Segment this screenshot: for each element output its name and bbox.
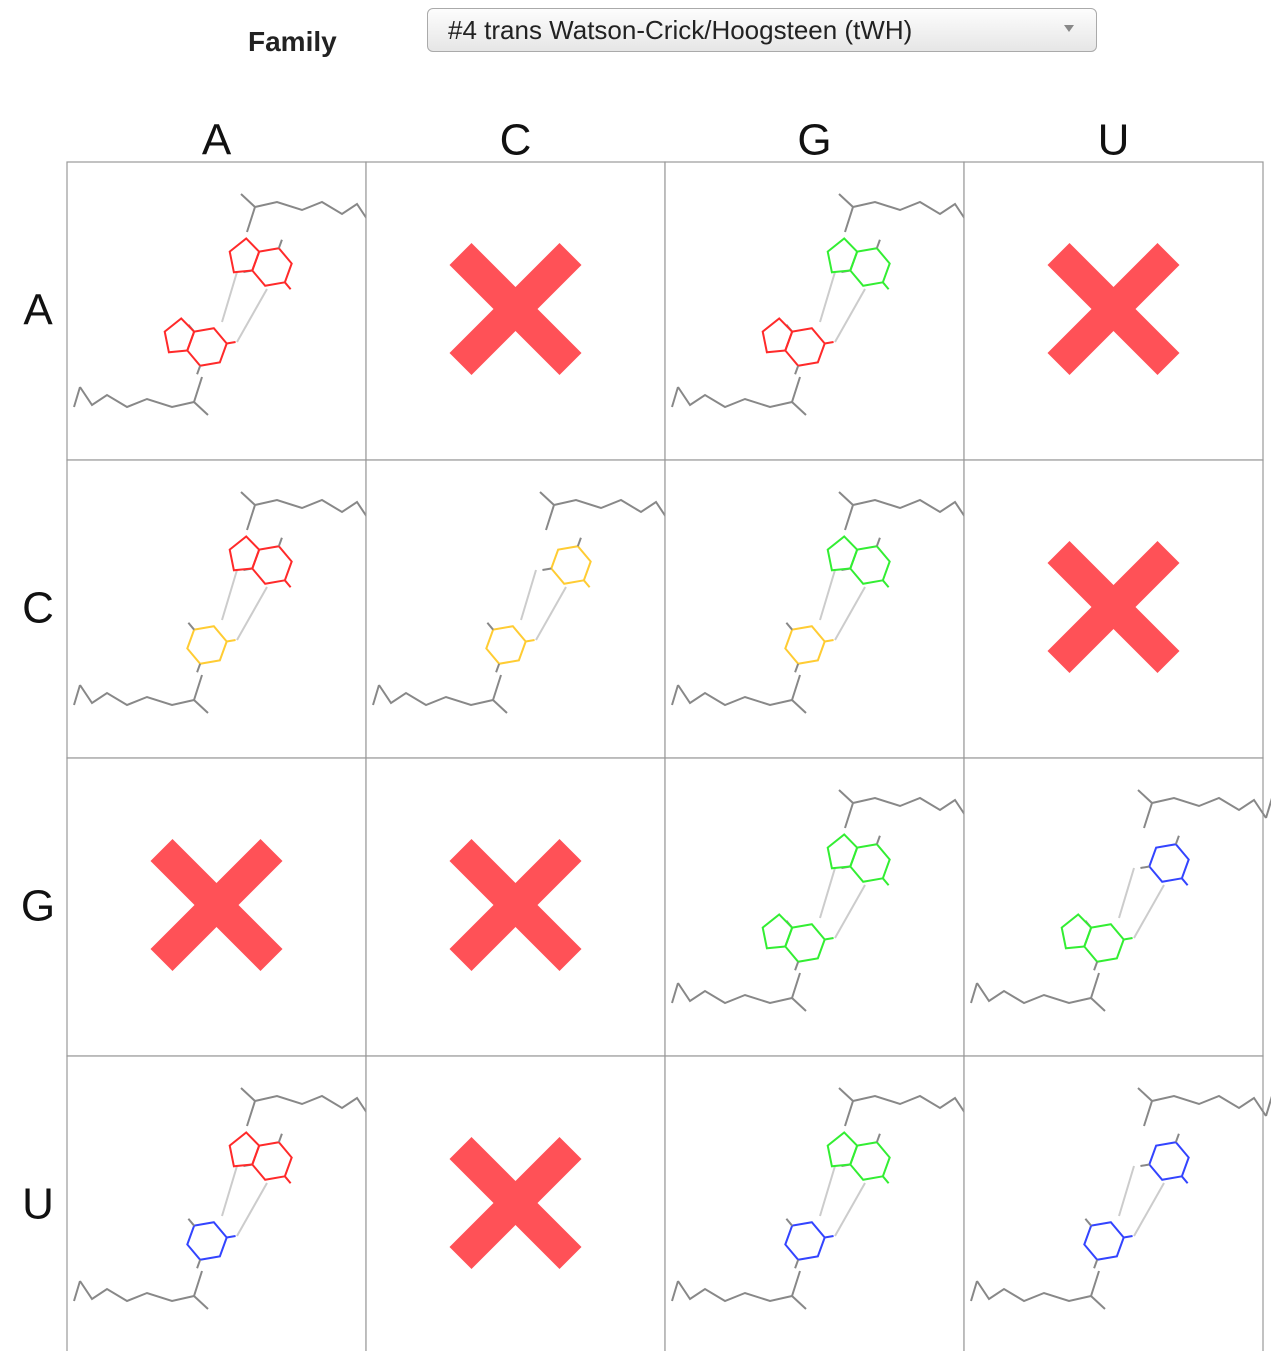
column-header: U	[1098, 116, 1130, 165]
row-header: A	[23, 286, 53, 335]
grid-cell	[665, 1056, 964, 1351]
column-header: C	[500, 116, 532, 165]
grid-cell	[366, 460, 665, 758]
backbone-branch	[1266, 798, 1271, 818]
grid: A C G U A C G U	[0, 0, 1271, 1351]
row-header: C	[22, 584, 54, 633]
grid-cell	[665, 460, 964, 758]
grid-cell	[665, 758, 964, 1056]
grid-cell	[67, 1056, 366, 1351]
grid-cell	[67, 460, 366, 758]
grid-cell	[964, 1056, 1263, 1351]
grid-cell	[964, 758, 1263, 1056]
column-header: G	[797, 116, 831, 165]
row-header: U	[22, 1180, 54, 1229]
grid-cell	[665, 162, 964, 460]
page: Family #4 trans Watson-Crick/Hoogsteen (…	[0, 0, 1271, 1351]
column-header: A	[202, 116, 232, 165]
backbone-branch	[1266, 1096, 1271, 1116]
grid-cell	[67, 162, 366, 460]
row-header: G	[21, 882, 55, 931]
